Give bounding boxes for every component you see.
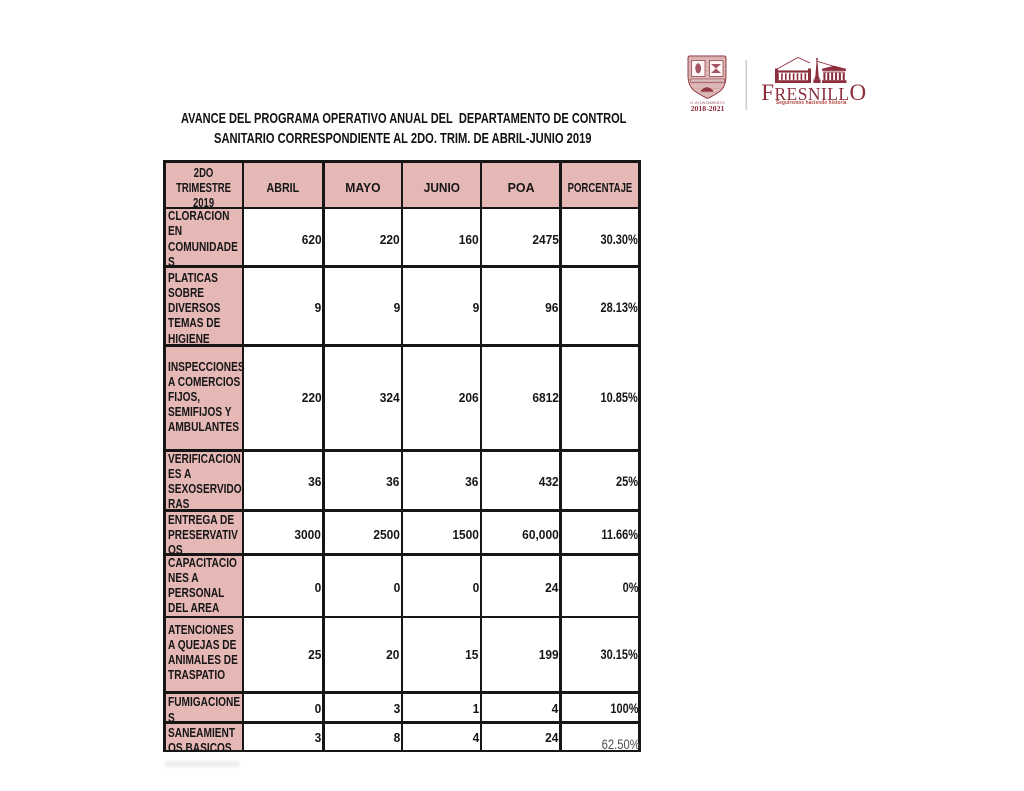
svg-text:H. AYUNTAMIENTO: H. AYUNTAMIENTO: [690, 101, 724, 105]
svg-text:2018-2021: 2018-2021: [691, 104, 725, 113]
